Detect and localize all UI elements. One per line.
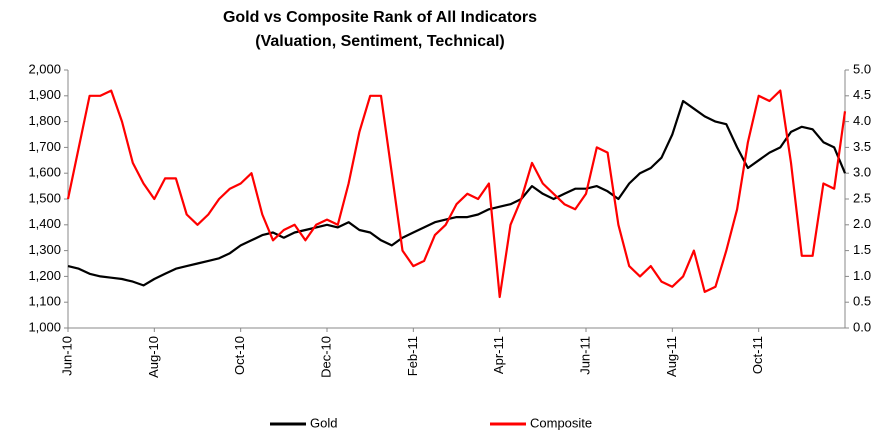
chart-title: Gold vs Composite Rank of All Indicators	[223, 9, 537, 26]
y2-tick-label: 2.0	[853, 216, 871, 231]
y-tick-label: 1,000	[28, 319, 61, 334]
y2-tick-label: 0.5	[853, 294, 871, 309]
y-tick-label: 1,600	[28, 165, 61, 180]
x-tick-label: Apr-11	[491, 336, 506, 374]
y2-tick-label: 4.5	[853, 87, 871, 102]
y2-tick-label: 5.0	[853, 61, 871, 76]
y-tick-label: 1,900	[28, 87, 61, 102]
y2-tick-label: 3.0	[853, 165, 871, 180]
x-tick-label: Jun-10	[59, 336, 74, 376]
y2-tick-label: 1.0	[853, 268, 871, 283]
y-tick-label: 1,200	[28, 268, 61, 283]
y-tick-label: 1,700	[28, 139, 61, 154]
y-tick-label: 2,000	[28, 61, 61, 76]
x-tick-label: Aug-10	[146, 336, 161, 378]
x-tick-label: Jun-11	[577, 336, 592, 375]
legend-label: Gold	[310, 415, 337, 430]
x-tick-label: Aug-11	[664, 336, 679, 377]
x-tick-label: Feb-11	[405, 336, 420, 376]
y-tick-label: 1,100	[28, 294, 61, 309]
y-tick-label: 1,800	[28, 113, 61, 128]
legend-label: Composite	[530, 415, 592, 430]
x-tick-label: Oct-10	[232, 336, 247, 375]
y-tick-label: 1,400	[28, 216, 61, 231]
y-tick-label: 1,300	[28, 242, 61, 257]
y2-tick-label: 1.5	[853, 242, 871, 257]
series-line	[66, 89, 847, 299]
y-tick-label: 1,500	[28, 190, 61, 205]
y2-tick-label: 0.0	[853, 319, 871, 334]
x-tick-label: Dec-10	[318, 336, 333, 378]
y2-tick-label: 3.5	[853, 139, 871, 154]
x-tick-label: Oct-11	[750, 336, 765, 374]
chart-subtitle: (Valuation, Sentiment, Technical)	[255, 33, 505, 50]
series-line	[67, 99, 847, 287]
y2-tick-label: 4.0	[853, 113, 871, 128]
y2-tick-label: 2.5	[853, 190, 871, 205]
